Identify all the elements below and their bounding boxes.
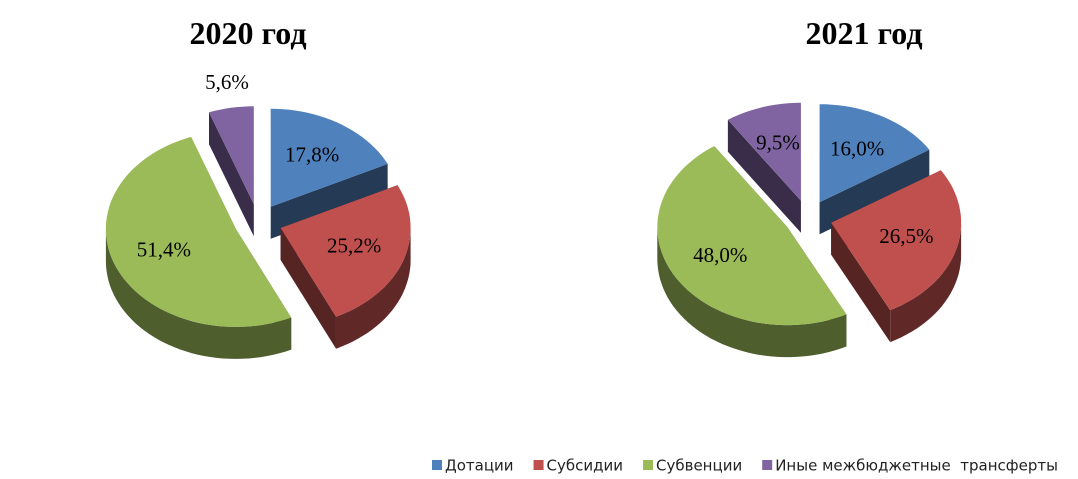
slice [209,106,254,205]
legend-label: Иные межбюджетные трансферты [775,457,1058,475]
slice-wall [280,227,336,349]
legend-swatch [432,460,442,470]
legend-swatch [762,460,773,470]
slice-wall [819,149,930,235]
slice-wall [208,112,254,237]
slice-wall [270,163,388,239]
slice [270,108,388,207]
slice [280,185,411,317]
data-label: 48,0% [693,243,747,267]
legend-label: Субвенции [656,457,742,475]
slice-side [105,228,292,359]
legend-swatch [533,460,544,470]
slice [105,136,292,327]
data-label: 5,6% [205,70,249,94]
data-label: 26,5% [879,224,933,248]
slice [831,170,962,311]
data-label: 25,2% [327,233,381,257]
slice [657,146,847,326]
data-label: 9,5% [756,130,800,154]
data-label: 17,8% [285,143,339,167]
slice-wall [831,222,891,343]
slice [727,102,801,201]
legend-label: Субсидии [547,457,623,475]
slice [819,104,930,203]
chart-title: 2020 год [190,15,307,51]
slice-side [336,228,411,349]
legend-swatch [643,460,654,470]
legend-label: Дотации [445,457,514,475]
data-label: 16,0% [830,137,884,161]
slice-side [657,227,847,358]
slice-side [890,222,962,343]
slice-wall [727,119,801,233]
data-label: 51,4% [137,237,191,261]
chart-title: 2021 год [806,15,923,51]
